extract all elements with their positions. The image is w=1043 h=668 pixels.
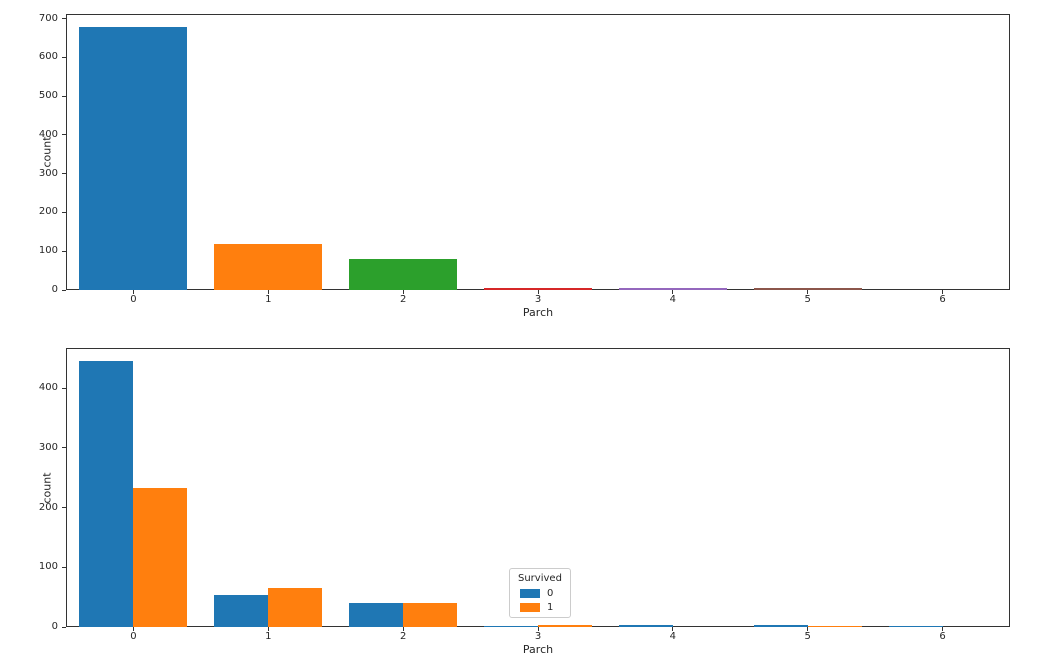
legend: Survived 0 1	[509, 568, 571, 618]
x-tick-mark	[672, 290, 674, 294]
subplot-bottom-x-axis-label: Parch	[522, 643, 554, 656]
y-tick-mark	[62, 173, 66, 175]
y-tick-label: 200	[38, 206, 58, 218]
legend-label: 1	[547, 602, 554, 613]
bar-parch-0-survived-1	[133, 488, 188, 627]
x-tick-label: 2	[399, 294, 407, 305]
y-tick-label: 100	[38, 245, 58, 257]
subplot-bottom-y-axis-label: count	[40, 472, 54, 504]
x-tick-mark	[402, 627, 404, 631]
y-tick-label: 100	[38, 561, 58, 573]
x-tick-mark	[267, 290, 269, 294]
y-tick-mark	[62, 56, 66, 58]
bar-parch-4	[618, 288, 727, 290]
subplot-top-x-axis-label: Parch	[522, 306, 554, 319]
x-tick-mark	[132, 627, 134, 631]
bar-parch-5-survived-1	[807, 626, 862, 627]
x-tick-mark	[537, 290, 539, 294]
x-tick-label: 6	[939, 631, 946, 642]
y-tick-mark	[62, 95, 66, 97]
bar-parch-2	[349, 259, 458, 290]
x-tick-label: 0	[130, 631, 137, 642]
x-tick-label: 5	[804, 294, 811, 305]
y-tick-label: 0	[51, 284, 58, 295]
y-tick-label: 300	[38, 167, 58, 179]
x-tick-label: 3	[534, 631, 542, 642]
x-tick-mark	[672, 627, 674, 631]
x-tick-label: 6	[939, 294, 946, 305]
x-tick-label: 2	[399, 631, 407, 642]
x-tick-label: 4	[669, 294, 677, 305]
y-tick-mark	[62, 18, 66, 20]
bar-parch-4-survived-0	[618, 625, 673, 627]
subplot-top-plot-area	[66, 14, 1010, 290]
x-tick-label: 5	[804, 631, 811, 642]
y-tick-mark	[62, 289, 66, 291]
bar-parch-3	[484, 288, 592, 290]
y-tick-mark	[62, 447, 66, 449]
bar-parch-0	[79, 27, 188, 290]
x-tick-label: 3	[534, 294, 542, 305]
y-tick-mark	[62, 566, 66, 568]
x-tick-mark	[402, 290, 404, 294]
x-tick-label: 1	[265, 294, 272, 305]
x-tick-label: 4	[669, 631, 677, 642]
x-tick-mark	[537, 627, 539, 631]
bar-parch-3-survived-0	[484, 626, 538, 627]
bar-parch-1	[214, 244, 323, 290]
y-tick-mark	[62, 134, 66, 136]
bar-parch-2-survived-1	[403, 603, 458, 627]
legend-swatch-icon	[520, 603, 540, 612]
y-tick-label: 200	[38, 501, 58, 513]
x-tick-label: 1	[265, 631, 272, 642]
bar-parch-3-survived-1	[538, 625, 592, 627]
subplot-top-y-axis-label: count	[40, 136, 54, 168]
x-tick-mark	[807, 290, 809, 294]
y-tick-label: 0	[51, 621, 58, 632]
y-tick-label: 300	[38, 441, 58, 453]
bar-parch-5-survived-0	[753, 625, 808, 627]
bar-parch-1-survived-0	[214, 595, 269, 627]
legend-title: Survived	[518, 573, 562, 584]
x-tick-mark	[132, 290, 134, 294]
x-tick-mark	[807, 627, 809, 631]
y-tick-mark	[62, 626, 66, 628]
y-tick-mark	[62, 507, 66, 508]
y-tick-label: 400	[38, 382, 58, 394]
y-tick-label: 400	[38, 128, 58, 140]
y-tick-mark	[62, 250, 66, 252]
bar-parch-0-survived-0	[79, 361, 134, 627]
y-tick-label: 700	[38, 12, 58, 24]
bar-parch-2-survived-0	[349, 603, 404, 627]
x-tick-label: 0	[130, 294, 137, 305]
y-tick-mark	[62, 387, 66, 389]
bar-parch-5	[753, 288, 862, 290]
legend-swatch-icon	[520, 589, 540, 598]
y-tick-label: 600	[38, 51, 58, 63]
legend-entry: 0	[520, 588, 562, 599]
y-tick-label: 500	[38, 90, 58, 102]
bar-parch-1-survived-1	[268, 588, 323, 627]
bar-parch-6-survived-0	[888, 626, 943, 627]
x-tick-mark	[942, 290, 944, 294]
y-tick-mark	[62, 211, 66, 213]
x-tick-mark	[267, 627, 269, 631]
legend-label: 0	[547, 588, 554, 599]
x-tick-mark	[942, 627, 944, 631]
legend-entry: 1	[520, 602, 562, 613]
